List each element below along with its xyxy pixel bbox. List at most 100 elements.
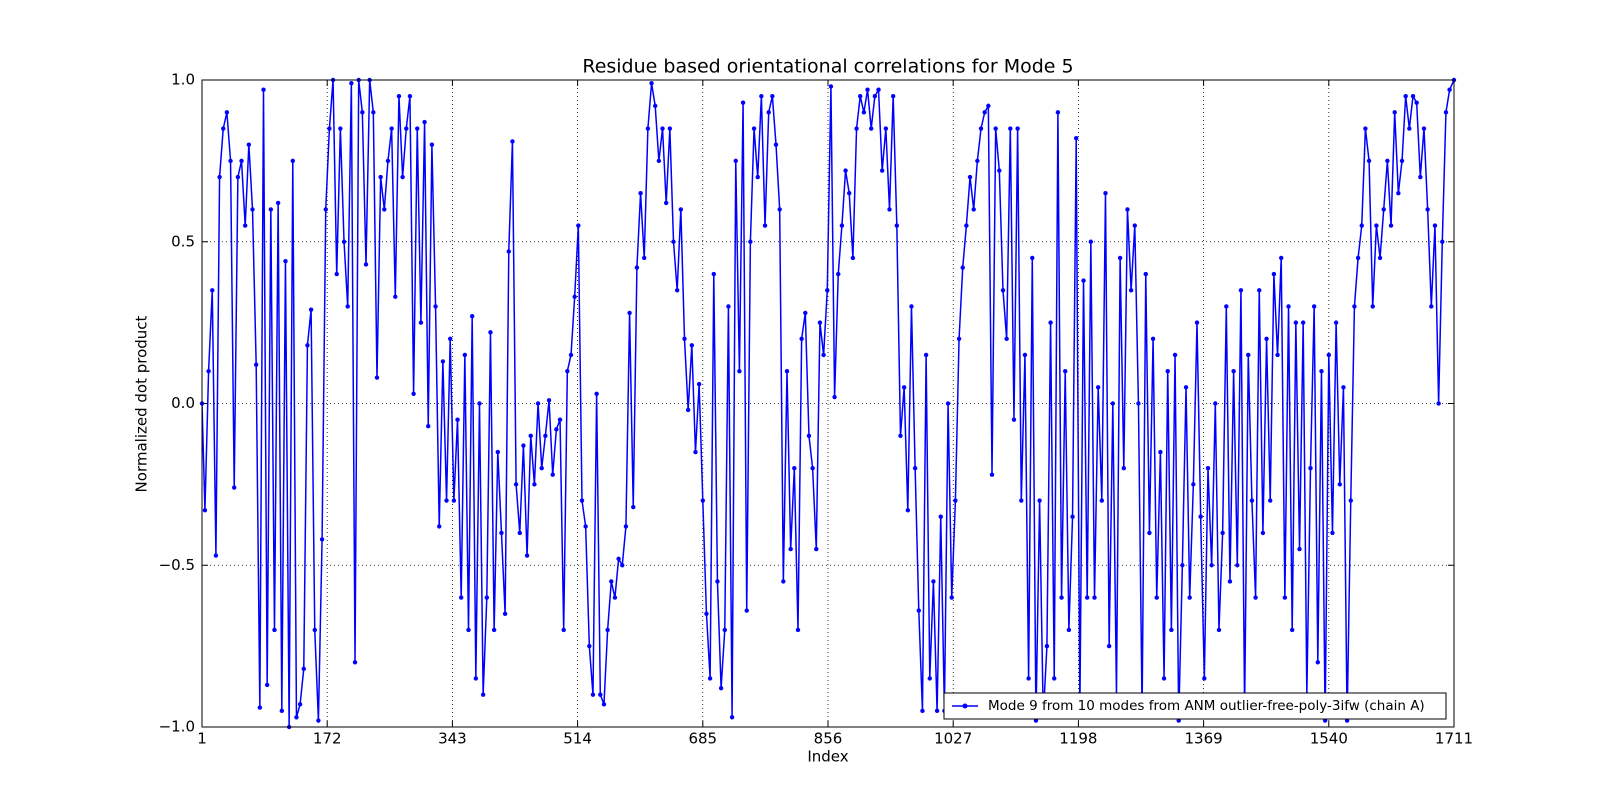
data-point: [645, 126, 651, 131]
data-point: [1209, 563, 1214, 568]
x-tick-label: 856: [814, 730, 843, 748]
data-point: [1264, 336, 1269, 341]
data-point: [253, 362, 259, 367]
data-point: [858, 93, 863, 99]
data-point: [894, 223, 900, 228]
data-point: [1128, 288, 1134, 293]
data-point: [938, 514, 943, 519]
data-point: [1407, 126, 1412, 131]
data-point: [334, 271, 339, 277]
data-point: [1257, 288, 1262, 293]
data-point: [696, 381, 702, 387]
data-point: [1092, 595, 1097, 600]
data-point: [1330, 530, 1335, 536]
data-point: [1026, 676, 1031, 681]
data-point: [623, 524, 629, 529]
data-point: [1191, 482, 1196, 487]
data-point: [491, 627, 497, 633]
data-point: [550, 472, 555, 477]
data-point: [1246, 352, 1251, 358]
x-tick-label: 1027: [934, 730, 972, 748]
x-tick-label: 1198: [1059, 730, 1097, 748]
data-point: [997, 168, 1002, 173]
data-point: [477, 401, 482, 406]
data-point: [535, 401, 541, 406]
data-point: [1066, 627, 1072, 633]
data-point: [1000, 288, 1006, 293]
data-point: [1048, 320, 1053, 325]
data-point: [565, 368, 570, 374]
data-point: [1396, 191, 1401, 196]
data-point: [469, 313, 475, 319]
data-point: [316, 718, 321, 723]
data-point: [1202, 676, 1207, 681]
data-point: [221, 126, 226, 131]
data-point: [945, 401, 951, 406]
data-point: [993, 126, 998, 131]
data-point: [792, 466, 797, 471]
data-point: [583, 524, 588, 529]
data-point: [898, 433, 903, 439]
data-point: [1004, 336, 1009, 341]
data-point: [1447, 87, 1452, 92]
data-point: [246, 142, 252, 147]
data-point: [887, 207, 892, 212]
data-point: [1198, 514, 1203, 519]
data-point: [674, 288, 680, 293]
data-point: [707, 676, 713, 681]
data-point: [389, 126, 394, 131]
data-point: [890, 93, 896, 99]
data-point: [554, 427, 559, 432]
data-point: [825, 288, 830, 293]
data-point: [242, 223, 248, 228]
data-point: [319, 537, 325, 542]
data-point: [1381, 207, 1386, 212]
data-point: [631, 504, 636, 510]
data-point: [1205, 466, 1211, 471]
data-point: [1429, 304, 1434, 309]
plot-frame: [201, 79, 1455, 728]
data-point: [1315, 660, 1321, 665]
data-point: [762, 223, 768, 228]
x-tick-label: 343: [438, 730, 467, 748]
data-point: [949, 595, 954, 600]
data-point: [982, 110, 987, 115]
data-point: [740, 100, 746, 105]
data-point: [594, 391, 599, 396]
data-point: [1169, 627, 1174, 633]
data-point: [1011, 417, 1017, 422]
data-point: [1117, 255, 1123, 261]
y-tick-label: −1.0: [159, 718, 195, 736]
data-point: [232, 485, 237, 490]
data-point: [704, 611, 709, 616]
data-point: [1081, 278, 1086, 283]
data-point: [1366, 158, 1372, 164]
data-point: [290, 158, 295, 164]
data-point: [1180, 563, 1185, 568]
data-point: [228, 158, 233, 164]
data-point: [294, 715, 299, 720]
data-point: [451, 498, 457, 503]
data-point: [1249, 498, 1255, 503]
data-point: [817, 320, 823, 325]
data-point: [1015, 126, 1020, 131]
data-point: [1154, 595, 1159, 600]
data-point: [455, 417, 460, 422]
data-point: [272, 627, 277, 633]
data-point: [301, 666, 306, 671]
data-point: [1052, 676, 1057, 681]
data-point: [1388, 223, 1394, 228]
data-point: [418, 320, 424, 325]
data-point: [261, 87, 266, 92]
data-point: [649, 81, 654, 86]
data-point: [744, 608, 749, 613]
data-point: [275, 200, 281, 206]
data-point: [1084, 595, 1090, 600]
data-point: [495, 449, 500, 455]
legend-marker: [962, 703, 968, 709]
data-point: [433, 304, 438, 309]
data-point: [341, 239, 347, 244]
data-point: [363, 262, 369, 267]
data-point: [400, 174, 405, 180]
data-point: [616, 556, 621, 561]
